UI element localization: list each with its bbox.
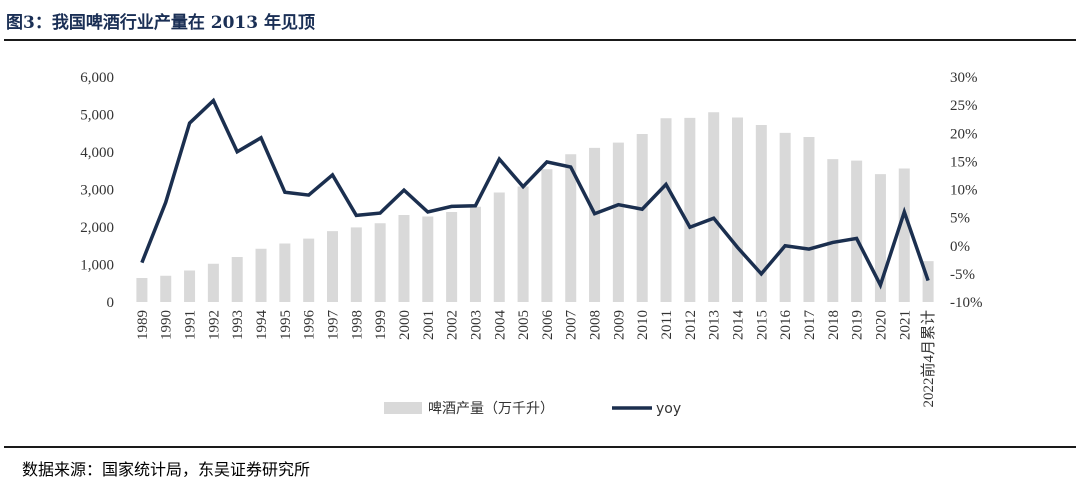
x-tick-label: 2005 xyxy=(516,310,532,340)
bar-1999 xyxy=(374,223,386,302)
bar-2010 xyxy=(636,134,648,302)
bar-1994 xyxy=(255,248,267,302)
right-tick-label: -5% xyxy=(950,267,975,283)
chart-title: 图3：我国啤酒行业产量在 2013 年见顶 xyxy=(6,13,315,33)
left-tick-label: 1,000 xyxy=(80,258,114,274)
bar-2004 xyxy=(493,192,505,302)
x-tick-label: 2010 xyxy=(635,310,651,340)
bar-2002 xyxy=(446,212,458,302)
x-tick-label: 1990 xyxy=(159,310,175,340)
x-tick-label: 2018 xyxy=(826,310,842,340)
x-tick-label: 1991 xyxy=(183,310,199,340)
bar-2022前4月累计 xyxy=(922,261,934,302)
x-tick-label: 2021 xyxy=(897,310,913,340)
bar-1989 xyxy=(136,278,148,302)
bar-2000 xyxy=(398,215,410,302)
source-note: 数据来源：国家统计局，东吴证券研究所 xyxy=(22,460,311,479)
right-tick-label: 10% xyxy=(950,183,978,199)
x-tick-label: 1997 xyxy=(326,310,342,341)
right-tick-label: 30% xyxy=(950,70,978,86)
left-tick-label: 0 xyxy=(107,295,115,311)
right-axis-ticks: -10% -5% 0% 5% 10% 15% 20% 25% 30% xyxy=(950,70,983,311)
x-tick-label: 2014 xyxy=(731,310,747,341)
left-axis-ticks: 0 1,000 2,000 3,000 4,000 5,000 6,000 xyxy=(80,70,114,311)
x-tick-label: 1989 xyxy=(135,310,151,340)
right-tick-label: 20% xyxy=(950,126,978,142)
bar-2018 xyxy=(827,159,839,302)
x-axis-ticks: 1989 1990 1991 1992 1993 1994 1995 1996 1997 1998… xyxy=(135,310,937,408)
bar-2021 xyxy=(898,168,910,302)
bar-2006 xyxy=(541,169,553,302)
bar-1998 xyxy=(350,227,362,302)
bar-2001 xyxy=(422,216,434,302)
bar-2016 xyxy=(779,132,791,302)
x-tick-label: 2000 xyxy=(397,310,413,340)
x-tick-label: 2007 xyxy=(564,310,580,341)
bar-2019 xyxy=(851,160,863,302)
x-tick-label: 2011 xyxy=(659,310,675,339)
x-tick-label: 2008 xyxy=(588,310,604,340)
x-tick-label: 2006 xyxy=(540,310,556,341)
left-tick-label: 3,000 xyxy=(80,183,114,199)
x-tick-label: 2016 xyxy=(778,310,794,341)
bar-2011 xyxy=(660,118,672,302)
bar-series xyxy=(136,112,934,302)
bar-2009 xyxy=(612,142,624,302)
x-tick-label: 2004 xyxy=(492,310,508,341)
legend-bar-swatch xyxy=(384,402,422,414)
right-tick-label: 0% xyxy=(950,239,970,255)
left-tick-label: 5,000 xyxy=(80,108,114,124)
legend-bar-label: 啤酒产量（万千升） xyxy=(428,401,554,417)
right-tick-label: 5% xyxy=(950,211,970,227)
bar-1993 xyxy=(231,257,243,302)
legend-line-label: yoy xyxy=(656,401,681,417)
top-rule xyxy=(4,39,1076,41)
x-tick-label: 2001 xyxy=(421,310,437,340)
bar-2014 xyxy=(732,117,743,302)
right-tick-label: -10% xyxy=(950,295,983,311)
x-tick-label: 2015 xyxy=(754,310,770,340)
bar-2005 xyxy=(517,186,529,302)
x-tick-label: 1993 xyxy=(230,310,246,340)
left-tick-label: 6,000 xyxy=(80,70,114,86)
bar-1997 xyxy=(327,231,338,302)
x-tick-label: 2009 xyxy=(611,310,627,340)
bar-2007 xyxy=(565,154,577,302)
right-tick-label: 25% xyxy=(950,98,978,114)
x-tick-label: 2002 xyxy=(445,310,461,340)
bar-1990 xyxy=(160,275,172,302)
yoy-line-series xyxy=(140,97,930,290)
yoy-line xyxy=(140,97,930,290)
x-tick-label: 1996 xyxy=(302,310,318,341)
x-tick-label: 2020 xyxy=(873,310,889,340)
bar-2013 xyxy=(708,112,720,302)
x-tick-label: 1999 xyxy=(373,310,389,340)
x-tick-label: 1992 xyxy=(206,310,222,340)
x-tick-label: 1998 xyxy=(349,310,365,340)
bar-2008 xyxy=(589,147,601,302)
x-tick-label: 2013 xyxy=(707,310,723,340)
bottom-rule xyxy=(4,446,1076,448)
bar-2017 xyxy=(803,137,815,302)
x-tick-label: 2022前4月累计 xyxy=(920,310,937,408)
right-tick-label: 15% xyxy=(950,154,978,170)
bar-2012 xyxy=(684,117,696,302)
left-tick-label: 4,000 xyxy=(80,145,114,161)
legend: 啤酒产量（万千升） yoy xyxy=(384,401,681,417)
bar-2003 xyxy=(469,206,481,302)
bar-1991 xyxy=(184,270,196,302)
bar-1996 xyxy=(303,238,315,302)
left-tick-label: 2,000 xyxy=(80,220,114,236)
x-tick-label: 2003 xyxy=(468,310,484,340)
x-tick-label: 2017 xyxy=(802,310,818,341)
bar-2020 xyxy=(874,174,886,302)
x-tick-label: 1994 xyxy=(254,310,270,341)
bar-2015 xyxy=(755,125,767,302)
bar-1992 xyxy=(207,263,219,302)
bar-1995 xyxy=(279,243,291,302)
x-tick-label: 2019 xyxy=(850,310,866,340)
x-tick-label: 1995 xyxy=(278,310,294,340)
x-tick-label: 2012 xyxy=(683,310,699,340)
